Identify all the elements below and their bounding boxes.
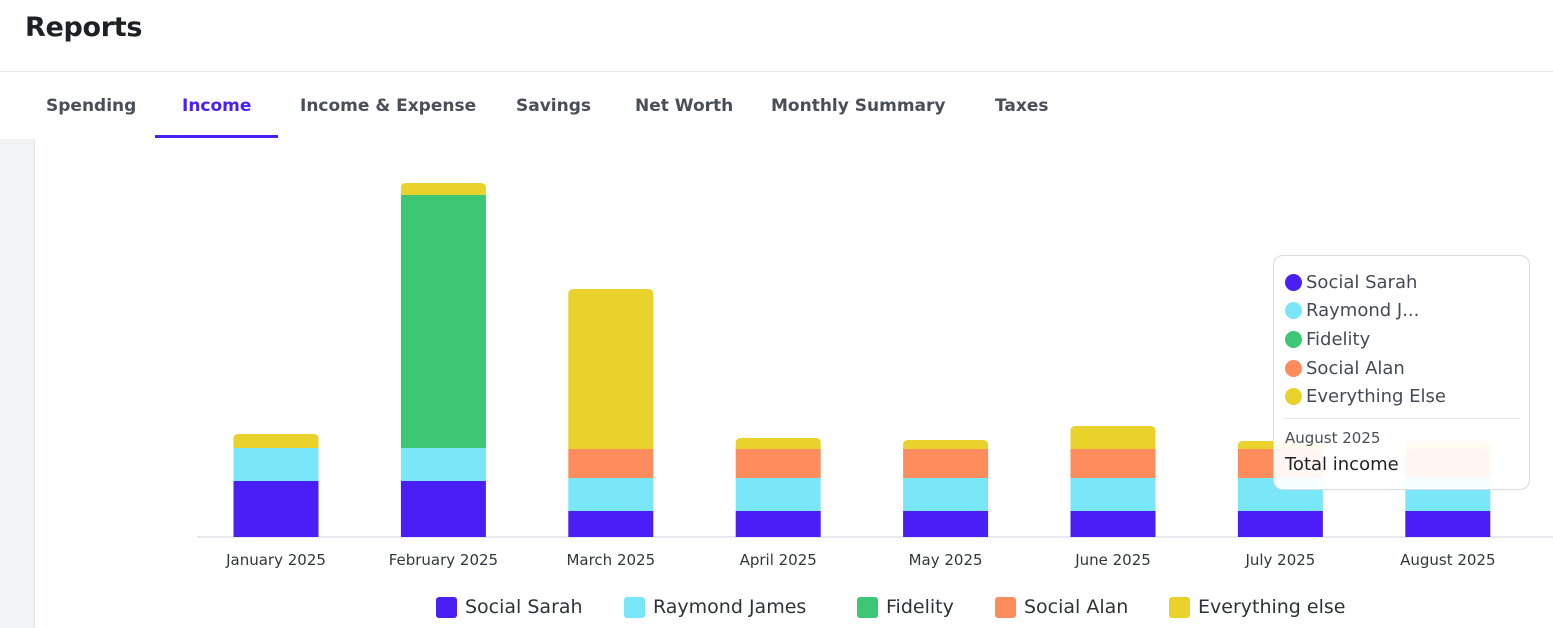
active-tab-indicator xyxy=(155,135,278,138)
tooltip-dot xyxy=(1285,273,1302,291)
bar-segment-everything-else-april-2025[interactable] xyxy=(735,438,821,449)
legend-item-fidelity[interactable]: Fidelity xyxy=(857,592,954,622)
bar-segment-raymond-james-january-2025[interactable] xyxy=(233,448,319,481)
tab-net-worth[interactable]: Net Worth xyxy=(635,96,734,116)
tab-savings[interactable]: Savings xyxy=(516,96,592,116)
left-sidebar-strip xyxy=(0,139,35,628)
x-tick-label: January 2025 xyxy=(225,551,326,569)
chart-legend: Social Sarah Raymond James Fidelity Soci… xyxy=(0,592,1553,622)
tooltip-dot xyxy=(1285,359,1302,377)
tooltip-total-label: Total income xyxy=(1285,454,1399,475)
tooltip-label: Everything Else xyxy=(1306,385,1447,407)
bar-segment-social-alan-march-2025[interactable] xyxy=(568,449,654,478)
tooltip-divider xyxy=(1284,418,1520,419)
x-tick-label: May 2025 xyxy=(909,551,983,569)
tab-income[interactable]: Income xyxy=(182,96,252,116)
tooltip-dot xyxy=(1285,301,1302,319)
tooltip-dot xyxy=(1285,330,1302,348)
legend-label: Social Sarah xyxy=(465,596,583,618)
bar-segment-social-sarah-april-2025[interactable] xyxy=(735,511,821,537)
bar-segment-raymond-james-may-2025[interactable] xyxy=(903,478,989,511)
legend-item-everything-else[interactable]: Everything else xyxy=(1169,592,1345,622)
bar-segment-fidelity-february-2025[interactable] xyxy=(400,195,486,448)
legend-swatch xyxy=(436,596,457,618)
tooltip-label: Social Alan xyxy=(1306,357,1405,379)
bar-segment-social-sarah-june-2025[interactable] xyxy=(1070,511,1156,537)
bar-segment-everything-else-june-2025[interactable] xyxy=(1070,426,1156,449)
x-tick-label: August 2025 xyxy=(1400,551,1495,569)
legend-item-social-alan[interactable]: Social Alan xyxy=(995,592,1128,622)
x-tick-label: June 2025 xyxy=(1074,551,1151,569)
legend-item-raymond-james[interactable]: Raymond James xyxy=(624,592,806,622)
x-tick-label: February 2025 xyxy=(389,551,498,569)
bar-segment-raymond-james-june-2025[interactable] xyxy=(1070,478,1156,511)
legend-swatch xyxy=(1169,596,1190,618)
bar-segment-social-sarah-may-2025[interactable] xyxy=(903,511,989,537)
bar-segment-social-sarah-march-2025[interactable] xyxy=(568,511,654,537)
legend-label: Everything else xyxy=(1198,596,1346,618)
bar-segment-social-alan-april-2025[interactable] xyxy=(735,449,821,478)
tooltip-row-everything-else: Everything Else xyxy=(1285,384,1446,408)
legend-swatch xyxy=(857,596,878,618)
tooltip-dot xyxy=(1285,387,1302,405)
x-tick-label: April 2025 xyxy=(740,551,817,569)
legend-item-social-sarah[interactable]: Social Sarah xyxy=(436,592,583,622)
report-tabs: Spending Income Income & Expense Savings… xyxy=(0,73,1553,139)
tooltip-row-social-sarah: Social Sarah xyxy=(1285,270,1417,294)
tooltip-row-fidelity: Fidelity xyxy=(1285,327,1370,351)
bar-segment-social-alan-june-2025[interactable] xyxy=(1070,449,1156,478)
tooltip-row-raymond-james: Raymond J... xyxy=(1285,298,1419,322)
legend-swatch xyxy=(624,596,645,618)
tooltip-label: Social Sarah xyxy=(1306,271,1418,293)
tooltip-row-social-alan: Social Alan xyxy=(1285,356,1405,380)
legend-label: Social Alan xyxy=(1024,596,1129,618)
bar-segment-social-alan-may-2025[interactable] xyxy=(903,449,989,478)
x-axis-labels: January 2025 February 2025 March 2025 April… xyxy=(225,551,1495,569)
tooltip-label: Raymond J... xyxy=(1306,299,1420,321)
tab-income-expense[interactable]: Income & Expense xyxy=(300,96,477,116)
tooltip-label: Fidelity xyxy=(1306,328,1371,350)
bar-segment-raymond-james-april-2025[interactable] xyxy=(735,478,821,511)
legend-label: Fidelity xyxy=(886,596,954,618)
tab-spending[interactable]: Spending xyxy=(46,96,137,116)
bar-segment-social-sarah-july-2025[interactable] xyxy=(1237,511,1323,537)
bar-segment-everything-else-february-2025[interactable] xyxy=(400,183,486,195)
bar-segment-raymond-james-march-2025[interactable] xyxy=(568,478,654,511)
bar-segment-social-sarah-january-2025[interactable] xyxy=(233,481,319,537)
bar-segment-social-sarah-february-2025[interactable] xyxy=(400,481,486,537)
bar-segment-everything-else-may-2025[interactable] xyxy=(903,440,989,449)
x-tick-label: March 2025 xyxy=(566,551,655,569)
bar-segment-everything-else-march-2025[interactable] xyxy=(568,289,654,449)
bar-segment-raymond-james-february-2025[interactable] xyxy=(400,448,486,481)
chart-tooltip: Social Sarah Raymond J... Fidelity Socia… xyxy=(1273,255,1530,490)
legend-swatch xyxy=(995,596,1016,618)
bar-segment-everything-else-january-2025[interactable] xyxy=(233,434,319,448)
page-title: Reports xyxy=(25,12,143,43)
tab-taxes[interactable]: Taxes xyxy=(995,96,1049,116)
legend-label: Raymond James xyxy=(653,596,807,618)
page-header: Reports xyxy=(0,0,1553,72)
tooltip-month: August 2025 xyxy=(1285,429,1381,447)
bar-segment-social-sarah-august-2025[interactable] xyxy=(1405,511,1491,537)
tab-monthly-summary[interactable]: Monthly Summary xyxy=(771,96,946,116)
x-tick-label: July 2025 xyxy=(1244,551,1315,569)
